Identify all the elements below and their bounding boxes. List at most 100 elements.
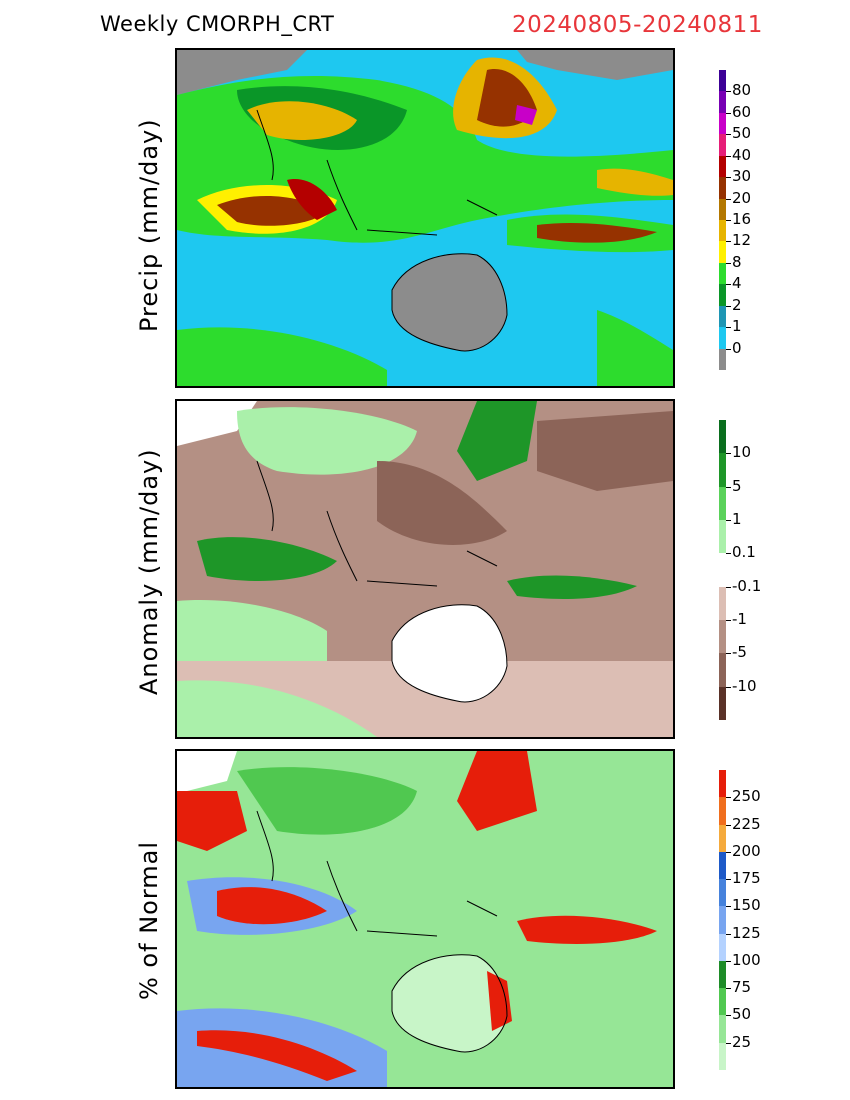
colorbar-segment bbox=[719, 134, 726, 156]
colorbar-tick bbox=[726, 988, 731, 990]
page-title: Weekly CMORPH_CRT bbox=[100, 12, 335, 36]
colorbar-segment bbox=[719, 420, 726, 454]
colorbar-segment bbox=[719, 586, 726, 620]
colorbar-tick bbox=[726, 305, 731, 307]
colorbar-label: 125 bbox=[732, 923, 761, 942]
colorbar-tick bbox=[726, 262, 731, 264]
colorbar-segment bbox=[719, 220, 726, 242]
colorbar-segment bbox=[719, 797, 726, 825]
colorbar-label: 0 bbox=[732, 338, 742, 357]
colorbar-segment bbox=[719, 824, 726, 852]
colorbar-label: 80 bbox=[732, 81, 752, 100]
colorbar-segment bbox=[719, 486, 726, 520]
colorbar-tick bbox=[726, 653, 731, 655]
colorbar-label: 8 bbox=[732, 252, 742, 271]
anomaly-map bbox=[175, 399, 675, 739]
colorbar-tick bbox=[726, 553, 731, 555]
colorbar-segment bbox=[719, 933, 726, 961]
colorbar-label: 200 bbox=[732, 841, 761, 860]
colorbar-segment bbox=[719, 155, 726, 178]
colorbar-label: 20 bbox=[732, 188, 752, 207]
colorbar-label: 225 bbox=[732, 814, 761, 833]
colorbar-tick bbox=[726, 134, 731, 136]
colorbar-label: 40 bbox=[732, 145, 752, 164]
colorbar-label: 0.1 bbox=[732, 543, 756, 562]
colorbar-segment bbox=[719, 520, 726, 554]
colorbar-segment bbox=[719, 241, 726, 263]
colorbar-tick bbox=[726, 155, 731, 157]
colorbar-tick bbox=[726, 198, 731, 200]
colorbar-label: 150 bbox=[732, 896, 761, 915]
colorbar-label: 75 bbox=[732, 978, 752, 997]
colorbar-segment bbox=[719, 70, 726, 92]
colorbar-segment bbox=[719, 906, 726, 934]
precip-map bbox=[175, 48, 675, 388]
date-range: 20240805-20240811 bbox=[512, 12, 763, 38]
colorbar-label: 16 bbox=[732, 210, 752, 228]
anomaly-ylabel: Anomaly (mm/day) bbox=[135, 448, 163, 695]
colorbar-segment bbox=[719, 686, 726, 720]
colorbar-segment bbox=[719, 960, 726, 989]
colorbar-tick bbox=[726, 797, 731, 799]
colorbar-tick bbox=[726, 933, 731, 935]
pct-colorbar bbox=[719, 770, 726, 1070]
colorbar-segment bbox=[719, 620, 726, 654]
colorbar-segment bbox=[719, 327, 726, 349]
colorbar-tick bbox=[726, 91, 731, 93]
colorbar-segment bbox=[719, 1015, 726, 1043]
colorbar-tick bbox=[726, 327, 731, 329]
colorbar-tick bbox=[726, 486, 731, 488]
colorbar-label: 2 bbox=[732, 295, 742, 314]
precip-colorbar bbox=[719, 70, 726, 370]
colorbar-tick bbox=[726, 824, 731, 826]
colorbar-tick bbox=[726, 220, 731, 221]
colorbar-segment bbox=[719, 988, 726, 1016]
colorbar-label: 12 bbox=[732, 231, 752, 250]
colorbar-tick bbox=[726, 112, 731, 114]
colorbar-tick bbox=[726, 686, 731, 688]
colorbar-label: -10 bbox=[732, 676, 757, 695]
colorbar-label: 25 bbox=[732, 1032, 752, 1051]
colorbar-label: 250 bbox=[732, 787, 761, 806]
colorbar-segment bbox=[719, 262, 726, 285]
colorbar-tick bbox=[726, 348, 731, 350]
colorbar-segment bbox=[719, 112, 726, 135]
colorbar-label: 4 bbox=[732, 274, 742, 293]
colorbar-label: 1 bbox=[732, 317, 742, 336]
colorbar-tick bbox=[726, 1015, 731, 1017]
colorbar-label: 50 bbox=[732, 124, 752, 143]
colorbar-segment bbox=[719, 553, 726, 587]
colorbar-tick bbox=[726, 906, 731, 908]
colorbar-tick bbox=[726, 241, 731, 243]
colorbar-segment bbox=[719, 453, 726, 487]
colorbar-label: -1 bbox=[732, 610, 747, 628]
colorbar-segment bbox=[719, 91, 726, 113]
anomaly-colorbar bbox=[719, 420, 726, 720]
colorbar-label: -0.1 bbox=[732, 576, 762, 595]
colorbar-label: 50 bbox=[732, 1005, 752, 1024]
colorbar-tick bbox=[726, 851, 731, 853]
colorbar-segment bbox=[719, 177, 726, 199]
colorbar-tick bbox=[726, 284, 731, 286]
colorbar-segment bbox=[719, 770, 726, 798]
colorbar-segment bbox=[719, 198, 726, 220]
colorbar-label: -5 bbox=[732, 643, 747, 662]
precip-ylabel: Precip (mm/day) bbox=[135, 118, 163, 332]
colorbar-tick bbox=[726, 620, 731, 621]
colorbar-label: 1 bbox=[732, 510, 742, 528]
colorbar-tick bbox=[726, 1042, 731, 1044]
colorbar-segment bbox=[719, 348, 726, 370]
colorbar-segment bbox=[719, 879, 726, 907]
pct-normal-map bbox=[175, 749, 675, 1089]
colorbar-label: 30 bbox=[732, 167, 752, 186]
colorbar-tick bbox=[726, 879, 731, 881]
colorbar-label: 5 bbox=[732, 476, 742, 495]
colorbar-tick bbox=[726, 960, 731, 962]
colorbar-segment bbox=[719, 1042, 726, 1070]
colorbar-tick bbox=[726, 520, 731, 521]
colorbar-tick bbox=[726, 453, 731, 455]
colorbar-segment bbox=[719, 653, 726, 687]
colorbar-tick bbox=[726, 177, 731, 179]
colorbar-tick bbox=[726, 586, 731, 588]
colorbar-segment bbox=[719, 305, 726, 328]
